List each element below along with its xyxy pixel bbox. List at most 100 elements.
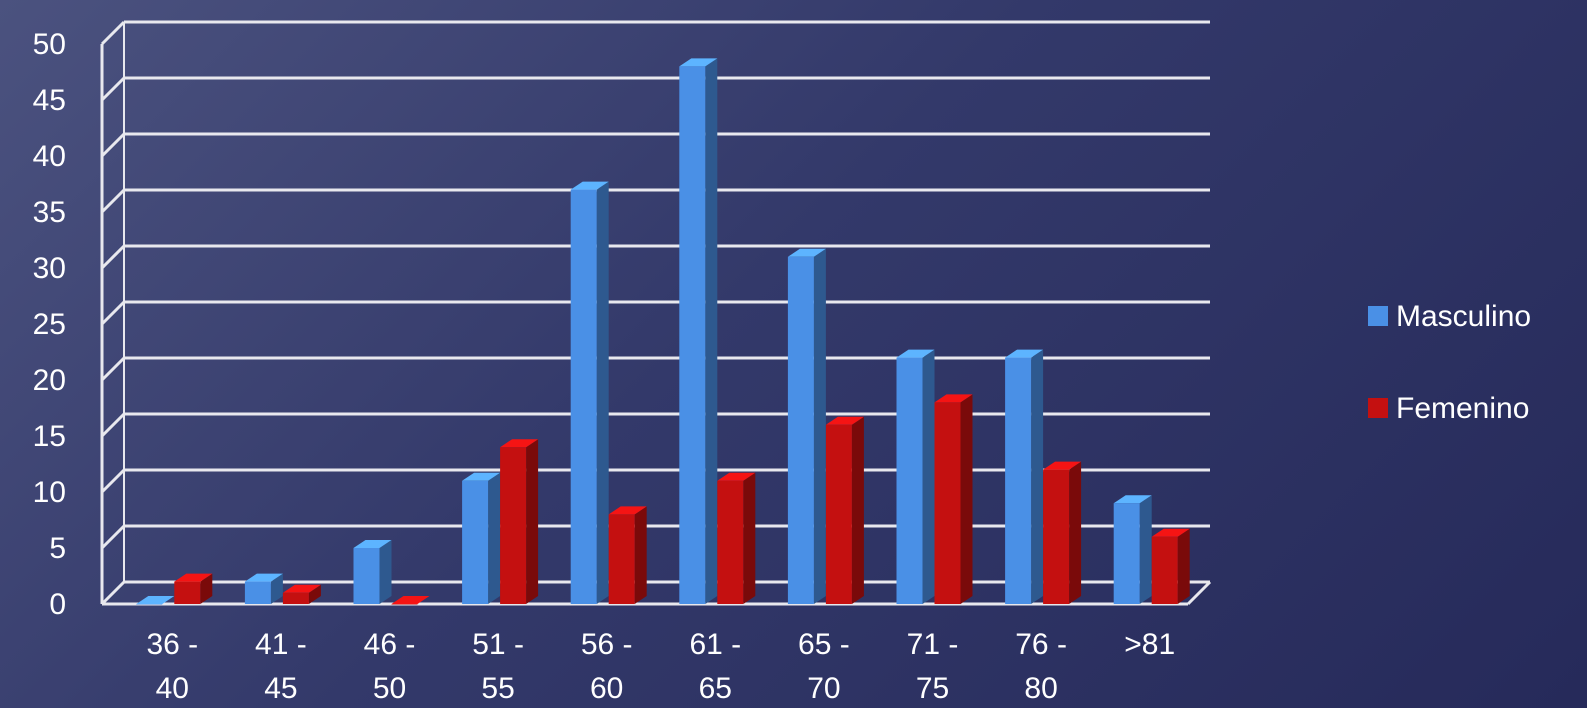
bar-top xyxy=(570,181,609,190)
y-tick-label: 10 xyxy=(33,476,66,509)
bar-top xyxy=(1043,461,1082,470)
bar-side xyxy=(1031,349,1044,604)
x-tick-label: 61 - xyxy=(689,628,741,661)
y-tick-label: 0 xyxy=(49,588,66,621)
bar-femenino xyxy=(608,506,647,604)
bar-top xyxy=(244,573,283,582)
bar-masculino xyxy=(570,181,609,604)
x-tick-label: 51 - xyxy=(472,628,524,661)
bar-side xyxy=(960,394,973,604)
y-tick-label: 15 xyxy=(33,420,66,453)
bar-front xyxy=(174,581,201,604)
gridline-side xyxy=(100,188,126,214)
bar-top xyxy=(679,58,718,67)
y-tick-label: 50 xyxy=(33,28,66,61)
bar-top xyxy=(787,248,826,257)
bar-side xyxy=(596,181,609,604)
bar-femenino xyxy=(500,439,539,604)
bar-top xyxy=(282,584,321,593)
bar-top xyxy=(608,506,647,515)
legend-item-femenino: Femenino xyxy=(1368,392,1529,425)
gridlines xyxy=(100,20,1210,606)
bar-femenino xyxy=(717,472,756,604)
bar-masculino xyxy=(787,248,826,605)
gridline-side xyxy=(100,244,126,270)
bar-side xyxy=(851,416,864,604)
bar-front xyxy=(1005,357,1032,604)
x-tick-label: 60 xyxy=(590,672,623,705)
gridline-side xyxy=(100,356,126,382)
bar-top xyxy=(391,596,430,604)
legend-item-masculino: Masculino xyxy=(1368,300,1531,333)
bar-top xyxy=(717,472,756,481)
legend-label-masculino: Masculino xyxy=(1396,300,1531,333)
bar-front xyxy=(353,548,380,604)
bar-front xyxy=(244,581,271,604)
x-tick-label: 75 xyxy=(916,672,949,705)
x-tick-label: 70 xyxy=(807,672,840,705)
bar-masculino xyxy=(1005,349,1044,604)
x-tick-label: 71 - xyxy=(907,628,959,661)
bar-front xyxy=(500,447,527,604)
bar-top xyxy=(1005,349,1044,358)
gridline-side xyxy=(100,300,126,326)
bar-front xyxy=(1043,469,1070,604)
bar-masculino xyxy=(462,472,501,604)
bar-masculino xyxy=(679,58,718,604)
y-tick-label: 30 xyxy=(33,252,66,285)
y-tick-label: 40 xyxy=(33,140,66,173)
y-tick-label: 5 xyxy=(49,532,66,565)
legend-swatch-femenino xyxy=(1368,398,1388,418)
floor-edge xyxy=(1186,580,1212,606)
bar-front xyxy=(282,592,309,604)
gridline-side xyxy=(100,132,126,158)
bar-top xyxy=(353,540,392,548)
y-axis-ticks: 0 5 10 15 20 25 30 35 40 45 50 xyxy=(33,28,66,621)
legend: Masculino Femenino xyxy=(1368,300,1531,425)
bar-top xyxy=(136,596,175,604)
x-tick-label: 46 - xyxy=(364,628,416,661)
y-tick-label: 20 xyxy=(33,364,66,397)
bar-top xyxy=(500,439,539,448)
bar-front xyxy=(717,480,744,604)
x-tick-label: 50 xyxy=(373,672,406,705)
y-tick-label: 25 xyxy=(33,308,66,341)
bar-top xyxy=(825,416,864,425)
bar-side xyxy=(634,506,647,604)
legend-label-femenino: Femenino xyxy=(1396,392,1529,425)
bar-masculino xyxy=(1113,495,1152,604)
bar-front xyxy=(679,66,706,604)
legend-swatch-masculino xyxy=(1368,306,1388,326)
bar-top xyxy=(896,349,935,358)
bar-front xyxy=(462,480,489,604)
bar-masculino xyxy=(244,573,283,604)
bar-masculino xyxy=(136,596,175,605)
bar-side xyxy=(488,472,501,604)
gridline-side xyxy=(100,580,126,606)
bar-top xyxy=(174,573,213,582)
bar-side xyxy=(379,540,392,604)
bar-femenino xyxy=(282,584,321,604)
x-tick-label: 45 xyxy=(264,672,297,705)
bar-front xyxy=(787,256,814,604)
bar-side xyxy=(1139,495,1152,604)
x-tick-label: >81 xyxy=(1124,628,1175,661)
bar-top xyxy=(462,472,501,481)
bar-femenino xyxy=(825,416,864,604)
x-tick-label: 41 - xyxy=(255,628,307,661)
bar-top xyxy=(1113,495,1152,504)
x-tick-label: 80 xyxy=(1024,672,1057,705)
y-tick-label: 35 xyxy=(33,196,66,229)
gridline-side xyxy=(100,412,126,438)
x-tick-label: 56 - xyxy=(581,628,633,661)
gridline-side xyxy=(100,76,126,102)
gridline-side xyxy=(100,524,126,550)
bar-front xyxy=(1113,503,1140,604)
bar-masculino xyxy=(353,540,392,604)
bar-front xyxy=(608,514,635,604)
bar-masculino xyxy=(896,349,935,604)
bar-femenino xyxy=(934,394,973,604)
bar-femenino xyxy=(1151,528,1190,604)
y-tick-label: 45 xyxy=(33,84,66,117)
